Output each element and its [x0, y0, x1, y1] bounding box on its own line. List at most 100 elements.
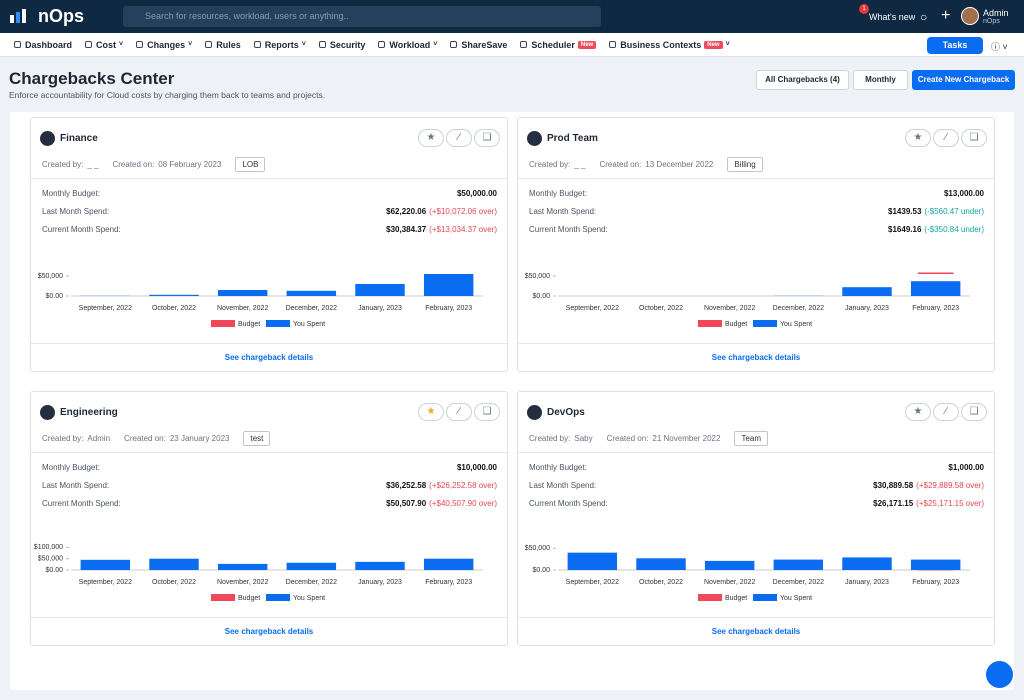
details-link[interactable]: See chargeback details [711, 353, 801, 362]
avatar[interactable] [961, 7, 979, 25]
details-link[interactable]: See chargeback details [224, 627, 314, 636]
card-tag: test [243, 431, 271, 446]
row-value-group: $1439.53 (-$560.47 under) [888, 207, 984, 216]
nav-caret: ˅ [725, 41, 730, 48]
created-on: 13 December 2022 [645, 160, 714, 169]
aws-logo [40, 405, 55, 420]
created-by: _ _ [87, 160, 99, 169]
star-button[interactable]: ★ [418, 129, 444, 147]
created-on-label: Created on: [124, 434, 166, 443]
nav-icon [378, 41, 386, 48]
x-tick-label: October, 2022 [152, 579, 196, 586]
nav-caret: ˅ [433, 41, 438, 48]
tasks-button[interactable]: Tasks [927, 37, 983, 54]
nav-item[interactable]: Dashboard [14, 40, 72, 50]
aws-logo [527, 131, 542, 146]
nav-item[interactable]: ShareSave [450, 40, 507, 50]
nav-item[interactable]: Scheduler New [520, 40, 597, 50]
help-icon[interactable]: ⓘ ˅ [991, 42, 1008, 52]
x-tick-label: November, 2022 [217, 579, 268, 586]
y-tick-label: $100,000 [34, 544, 63, 551]
delete-button[interactable]: ❑ [961, 129, 987, 147]
bell-icon[interactable]: ○ [920, 10, 928, 24]
nav-icon [253, 41, 261, 48]
x-tick-label: November, 2022 [704, 579, 755, 586]
nav-item[interactable]: Rules [205, 40, 241, 50]
x-tick-label: September, 2022 [79, 579, 132, 586]
legend-swatch [266, 594, 290, 601]
spend-row: Last Month Spend: $1439.53 (-$560.47 under… [529, 207, 984, 216]
star-button[interactable]: ★ [905, 403, 931, 421]
spend-bar [355, 284, 405, 296]
edit-button[interactable]: ∕ [933, 129, 959, 147]
edit-button[interactable]: ∕ [933, 403, 959, 421]
y-tick-label: $50,000 [38, 556, 63, 563]
card-tag: Team [734, 431, 769, 446]
row-value: $26,171.15 [873, 499, 914, 508]
legend-label: Budget [725, 595, 747, 602]
edit-button[interactable]: ∕ [446, 129, 472, 147]
nav-icon [520, 41, 528, 48]
nav-item[interactable]: Reports ˅ [253, 40, 306, 50]
aws-logo [527, 405, 542, 420]
row-value-group: $10,000.00 [457, 463, 497, 472]
edit-button[interactable]: ∕ [446, 403, 472, 421]
spend-bar [355, 561, 405, 570]
row-label: Current Month Spend: [529, 225, 608, 234]
created-on: 21 November 2022 [652, 434, 721, 443]
details-link[interactable]: See chargeback details [711, 627, 801, 636]
period-dropdown[interactable]: Monthly [853, 70, 908, 90]
x-tick-label: September, 2022 [566, 579, 619, 586]
divider [31, 343, 507, 344]
legend-label: Budget [238, 321, 260, 328]
star-button[interactable]: ★ [905, 129, 931, 147]
x-tick-label: December, 2022 [286, 305, 337, 312]
x-tick-label: September, 2022 [79, 305, 132, 312]
row-value: $50,000.00 [456, 189, 497, 198]
legend-swatch [698, 320, 722, 327]
star-button[interactable]: ★ [418, 403, 444, 421]
spend-chart: $0.00 $50,000 $100,000 September, 2022 Octob… [34, 544, 483, 602]
spend-bar [842, 557, 892, 570]
delete-button[interactable]: ❑ [474, 403, 500, 421]
legend-swatch [753, 594, 777, 601]
brand-logo [10, 9, 26, 23]
row-delta: (+$29,889.58 over) [916, 481, 984, 490]
chat-button[interactable] [986, 661, 1013, 688]
created-by: Saby [574, 434, 593, 443]
details-link[interactable]: See chargeback details [224, 353, 314, 362]
nav-item[interactable]: Workload ˅ [378, 40, 437, 50]
spend-row: Last Month Spend: $36,252.58 (+$26,252.58 … [42, 481, 497, 490]
row-value-group: $1,000.00 [948, 463, 984, 472]
filter-dropdown[interactable]: All Chargebacks (4) [756, 70, 849, 90]
x-tick-label: September, 2022 [566, 305, 619, 312]
add-icon[interactable]: + [941, 7, 951, 24]
divider [518, 617, 994, 618]
nav-item[interactable]: Cost ˅ [85, 40, 123, 50]
x-tick-label: December, 2022 [773, 579, 824, 586]
row-value-group: $36,252.58 (+$26,252.58 over) [386, 481, 497, 490]
row-label: Last Month Spend: [42, 207, 110, 216]
search-box[interactable]: Search for resources, workload, users or… [123, 6, 601, 27]
nav-item[interactable]: Security [318, 40, 365, 50]
spend-bar [567, 552, 618, 570]
nav-icon [14, 41, 21, 48]
nav-label: Cost [96, 39, 117, 50]
delete-button[interactable]: ❑ [474, 129, 500, 147]
x-tick-label: October, 2022 [639, 305, 683, 312]
aws-logo [40, 131, 55, 146]
nav-item[interactable]: Business Contexts New ˅ [609, 40, 730, 50]
spend-row: Monthly Budget: $50,000.00 [42, 189, 497, 198]
spend-bar [423, 558, 474, 570]
create-button[interactable]: Create New Chargeback [912, 70, 1015, 90]
spend-row: Monthly Budget: $13,000.00 [529, 189, 984, 198]
nav-icon [136, 41, 144, 48]
x-tick-label: January, 2023 [358, 305, 402, 312]
whats-new[interactable]: What's new [869, 12, 916, 22]
spend-bar [80, 559, 131, 570]
x-tick-label: January, 2023 [845, 305, 889, 312]
y-tick-label: $50,000 [525, 545, 550, 552]
spend-bar [842, 287, 892, 296]
nav-item[interactable]: Changes ˅ [136, 40, 192, 50]
delete-button[interactable]: ❑ [961, 403, 987, 421]
